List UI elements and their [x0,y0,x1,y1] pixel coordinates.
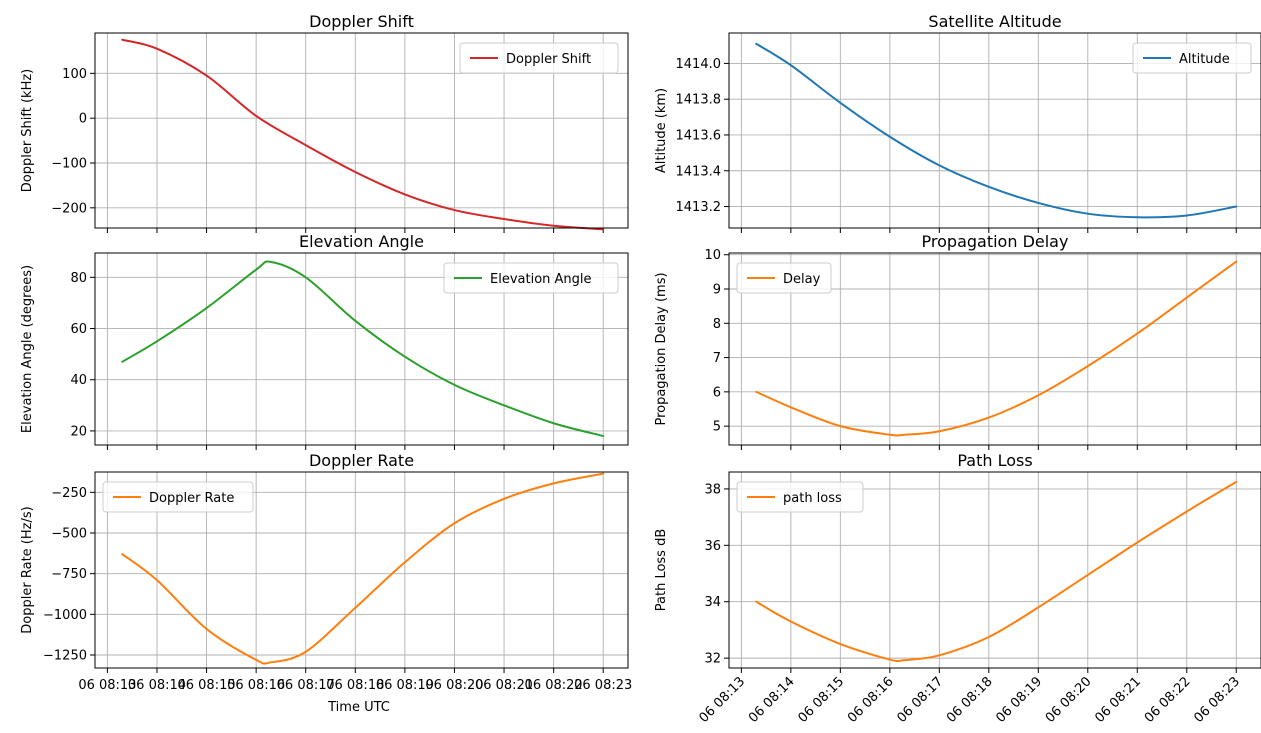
legend-box [736,481,864,513]
y-tick-label: 1413.8 [676,93,722,108]
legend-box [102,481,254,513]
x-tick-label: 06 08:21 [1092,674,1144,726]
series-line [121,260,605,438]
x-axis-label: Time UTC [327,700,390,715]
y-tick-label: 100 [62,67,87,82]
legend-box [736,262,832,294]
y-tick-label: 32 [704,652,721,667]
series-line [121,472,605,665]
elevation-angle-subplot: 20 40 60 80 Elevation Angle Elevation Angle (… [20,232,629,450]
axes-frame [94,471,629,669]
axes-frame [728,471,1261,669]
legend-label: Delay [783,272,821,287]
x-tick-label: 06 08:22 [1142,674,1194,726]
x-tick-label: 06 08:23 [1191,674,1243,726]
series-line [755,480,1238,663]
legend-label: Elevation Angle [490,272,592,287]
series-line [755,42,1238,219]
y-axis-label: Altitude (km) [654,88,669,173]
y-axis-label: Elevation Angle (degrees) [20,265,35,433]
y-axis-label: Path Loss dB [654,529,669,612]
y-tick-label: 10 [704,248,721,263]
y-tick-label: −1000 [43,608,87,623]
y-tick-label: 1414.0 [676,57,722,72]
y-tick-label: −200 [51,201,87,216]
y-tick-label: −1250 [43,648,87,663]
satellite-altitude-subplot: 1413.2 1413.4 1413.6 1413.8 1414.0 Satellite … [654,12,1261,233]
x-tick-label: 06 08:19 [993,674,1045,726]
legend-label: Altitude [1179,52,1230,67]
axes-frame [94,252,629,446]
y-tick-label: 9 [713,283,721,298]
y-tick-label: −100 [51,157,87,172]
x-tick-label: 06 08:17 [277,678,335,693]
x-tick-label: 06 08:17 [894,674,946,726]
x-tick-label: 06 08:13 [696,674,748,726]
y-axis-label: Propagation Delay (ms) [654,272,669,425]
y-tick-label: 5 [713,420,721,435]
y-tick-label: 34 [704,595,721,610]
y-tick-label: 40 [70,373,87,388]
legend-label: Doppler Shift [506,52,591,67]
y-tick-label: 60 [70,322,87,337]
subplot-title: Doppler Rate [309,451,414,470]
y-tick-label: −500 [51,526,87,541]
subplot-title: Propagation Delay [922,232,1069,251]
x-tick-label: 06 08:15 [177,678,235,693]
y-tick-label: 36 [704,539,721,554]
axes-frame [728,252,1261,446]
axes-frame [728,32,1261,229]
doppler-rate-subplot: −1250 −1000 −750 −500 −250 Doppler Rate Dopple… [20,451,632,693]
legend-label: path loss [783,491,842,506]
y-tick-label: 1413.2 [676,200,722,215]
doppler-shift-subplot: −200 −100 0 100 Doppler Shift Doppler Shift (… [20,12,629,233]
series-line [755,260,1238,437]
x-tick-label: 06 08:23 [574,678,632,693]
y-tick-label: −250 [51,486,87,501]
x-tick-label: 06 08:15 [795,674,847,726]
subplot-title: Satellite Altitude [928,12,1061,31]
y-tick-label: −750 [51,567,87,582]
y-tick-label: 6 [713,385,721,400]
x-tick-label: 06 08:18 [944,674,996,726]
x-tick-label: 06 08:20 [1043,674,1095,726]
propagation-delay-subplot: 5 6 7 8 9 10 Propagation Delay Propagation Dela… [654,232,1261,450]
y-tick-label: 38 [704,482,721,497]
legend-box [443,262,619,294]
y-axis-label: Doppler Rate (Hz/s) [20,506,35,633]
legend-label: Doppler Rate [149,491,234,506]
y-tick-label: 7 [713,351,721,366]
x-tick-label: 06 08:20 [425,678,483,693]
subplot-title: Doppler Shift [309,12,414,31]
x-tick-label: 06 08:22 [525,678,583,693]
series-line [121,38,605,231]
y-tick-label: 8 [713,317,721,332]
subplot-title: Elevation Angle [299,232,424,251]
x-tick-label: 06 08:19 [376,678,434,693]
legend-box [1132,42,1252,74]
x-tick-label: 06 08:16 [845,674,897,726]
x-tick-label: 06 08:14 [746,674,798,726]
y-axis-label: Doppler Shift (kHz) [20,69,35,193]
x-tick-label: 06 08:16 [227,678,285,693]
axes-frame [94,32,629,229]
legend-box [459,42,619,74]
y-tick-label: 1413.4 [676,164,722,179]
x-tick-label: 06 08:18 [326,678,384,693]
y-tick-label: 20 [70,424,87,439]
subplot-title: Path Loss [957,451,1032,470]
x-tick-label: 06 08:13 [78,678,136,693]
path-loss-subplot: 32 34 36 38 Path Loss Path Loss dB path loss 06… [654,451,1261,726]
x-tick-label: 06 08:14 [128,678,186,693]
y-tick-label: 1413.6 [676,128,722,143]
y-tick-label: 80 [70,271,87,286]
y-tick-label: 0 [79,112,87,127]
x-tick-label: 06 08:21 [475,678,533,693]
